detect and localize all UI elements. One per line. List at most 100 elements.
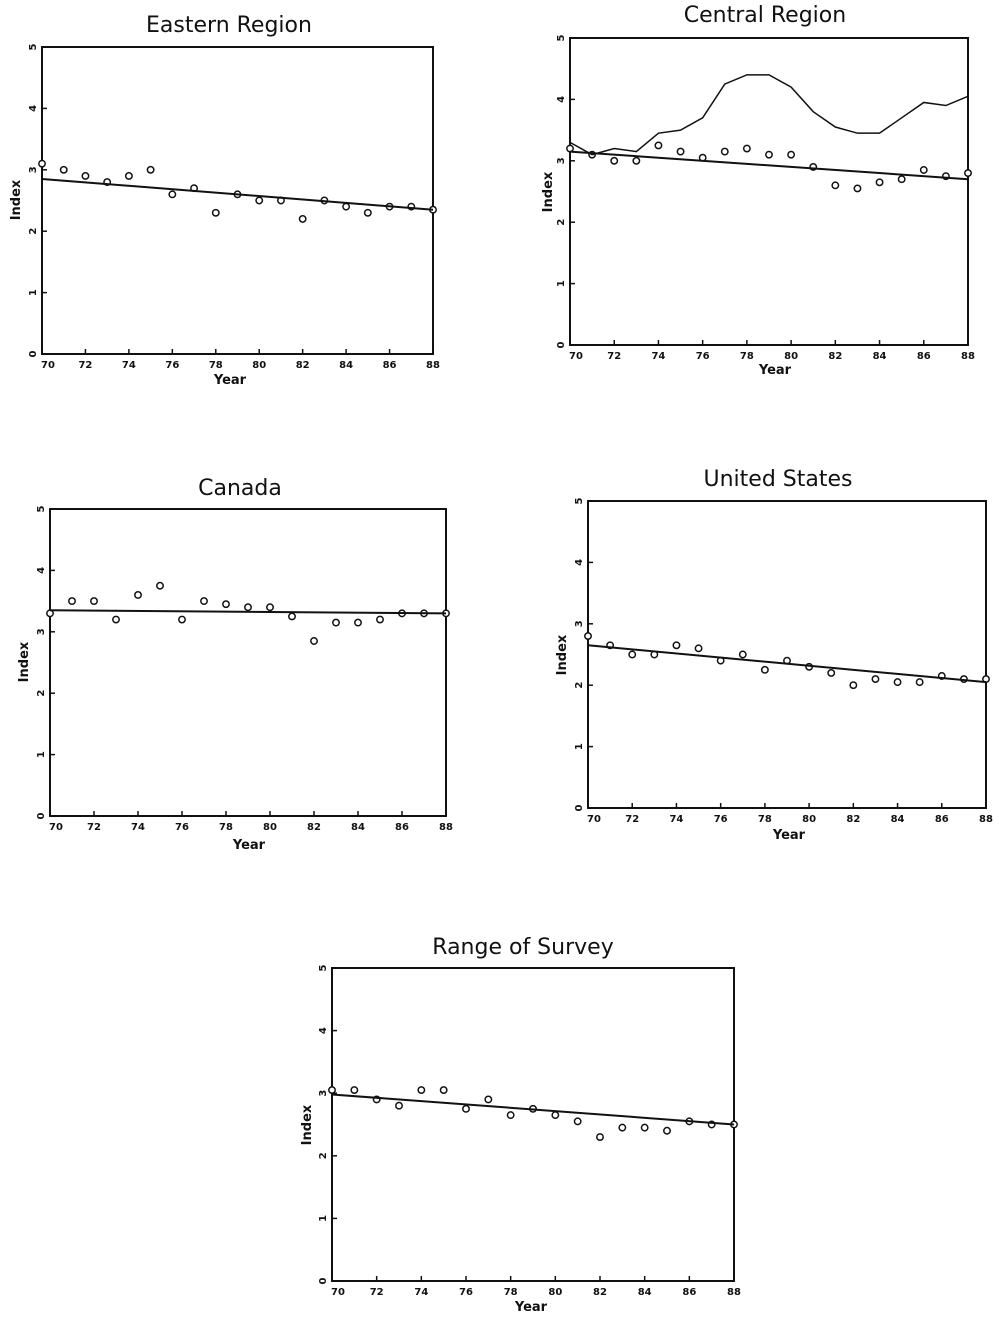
trend-line <box>41 178 434 211</box>
y-axis-label: Index <box>300 1104 315 1145</box>
data-point <box>551 1111 560 1120</box>
data-point <box>982 675 990 684</box>
x-tick-label: 76 <box>165 360 179 371</box>
x-tick-label: 76 <box>714 814 728 825</box>
y-tick-label: 0 <box>318 1277 329 1284</box>
chart-title: Range of Survey <box>432 935 613 960</box>
data-point <box>68 597 76 606</box>
data-point <box>200 597 208 606</box>
data-point <box>506 1111 515 1120</box>
data-point <box>610 156 619 165</box>
y-tick-label: 3 <box>318 1090 329 1097</box>
x-axis-label: Year <box>514 1300 548 1315</box>
data-point <box>875 178 884 187</box>
data-point <box>354 618 362 627</box>
x-tick-label: 86 <box>917 351 931 362</box>
data-point <box>376 615 384 624</box>
data-point <box>59 165 68 174</box>
data-point <box>787 150 796 159</box>
x-tick-label: 70 <box>49 822 63 833</box>
data-point <box>211 208 220 217</box>
data-point <box>596 1133 604 1141</box>
x-tick-label: 78 <box>740 351 754 362</box>
data-point <box>310 637 318 645</box>
y-tick-label: 2 <box>36 690 47 697</box>
panel-range-of-survey: Range of Survey Year Index 70 72 74 76 78 80 8… <box>300 935 741 1315</box>
plot-content: 70 72 74 76 78 80 82 84 86 88 0 1 2 3 4 5 <box>36 505 453 833</box>
x-tick-label: 82 <box>828 351 842 362</box>
y-tick-label: 4 <box>28 105 39 112</box>
x-tick-label: 74 <box>122 360 136 371</box>
y-tick-label: 5 <box>556 34 567 41</box>
data-point <box>222 600 230 609</box>
y-tick-label: 0 <box>574 804 585 811</box>
y-tick-label: 5 <box>28 43 39 50</box>
x-tick-label: 86 <box>935 814 949 825</box>
data-point <box>156 581 164 590</box>
x-tick-label: 88 <box>727 1287 741 1298</box>
trend-line <box>331 1093 735 1126</box>
data-point <box>672 641 681 650</box>
x-tick-label: 80 <box>802 814 816 825</box>
plot-frame <box>587 500 987 809</box>
y-tick-label: 1 <box>556 280 567 287</box>
data-point <box>853 184 862 193</box>
panel-canada: Canada Year Index 70 72 74 76 78 80 82 84 86 88 0 1… <box>17 476 453 853</box>
y-tick-label: 3 <box>574 620 585 627</box>
x-tick-label: 80 <box>548 1287 562 1298</box>
y-tick-label: 3 <box>36 628 47 635</box>
data-point <box>178 615 186 624</box>
plot-content: 70 72 74 76 78 80 82 84 86 88 0 1 2 3 4 5 <box>28 43 440 371</box>
x-tick-label: 72 <box>607 351 621 362</box>
y-tick-label: 2 <box>318 1152 329 1159</box>
x-tick-label: 80 <box>784 351 798 362</box>
data-point <box>90 597 98 606</box>
x-tick-label: 74 <box>651 351 665 362</box>
y-axis-label: Index <box>9 179 24 220</box>
data-point <box>244 603 252 612</box>
x-tick-label: 82 <box>593 1287 607 1298</box>
x-tick-label: 84 <box>873 351 887 362</box>
data-point <box>332 618 340 627</box>
y-tick-label: 1 <box>36 751 47 758</box>
data-point <box>720 147 729 156</box>
data-point <box>831 181 840 190</box>
data-point <box>742 144 751 153</box>
data-point <box>640 1123 649 1132</box>
data-point <box>363 208 372 217</box>
data-point <box>897 175 906 184</box>
x-tick-label: 88 <box>979 814 993 825</box>
trend-line <box>587 644 987 684</box>
x-tick-label: 84 <box>351 822 365 833</box>
plot-frame <box>331 967 735 1282</box>
x-tick-label: 88 <box>426 360 440 371</box>
x-tick-label: 76 <box>696 351 710 362</box>
data-point <box>871 675 880 684</box>
y-tick-label: 4 <box>318 1027 329 1034</box>
y-tick-label: 0 <box>556 341 567 348</box>
data-point <box>632 156 641 165</box>
data-point <box>760 665 769 674</box>
data-point <box>146 165 155 174</box>
x-tick-label: 84 <box>339 360 353 371</box>
reference-line <box>569 74 969 156</box>
x-tick-label: 86 <box>383 360 397 371</box>
y-tick-label: 0 <box>28 350 39 357</box>
x-tick-label: 76 <box>459 1287 473 1298</box>
x-tick-label: 74 <box>669 814 683 825</box>
x-tick-label: 72 <box>370 1287 384 1298</box>
data-point <box>765 150 773 159</box>
plot-frame <box>49 508 447 817</box>
chart-title: United States <box>704 467 853 492</box>
x-tick-label: 80 <box>263 822 277 833</box>
y-tick-label: 1 <box>318 1215 329 1222</box>
data-point <box>46 609 54 618</box>
x-tick-label: 72 <box>87 822 101 833</box>
data-point <box>266 603 274 612</box>
data-point <box>298 214 307 223</box>
y-tick-label: 2 <box>28 228 39 235</box>
x-tick-label: 82 <box>296 360 310 371</box>
y-tick-label: 4 <box>556 96 567 103</box>
x-tick-label: 78 <box>219 822 233 833</box>
